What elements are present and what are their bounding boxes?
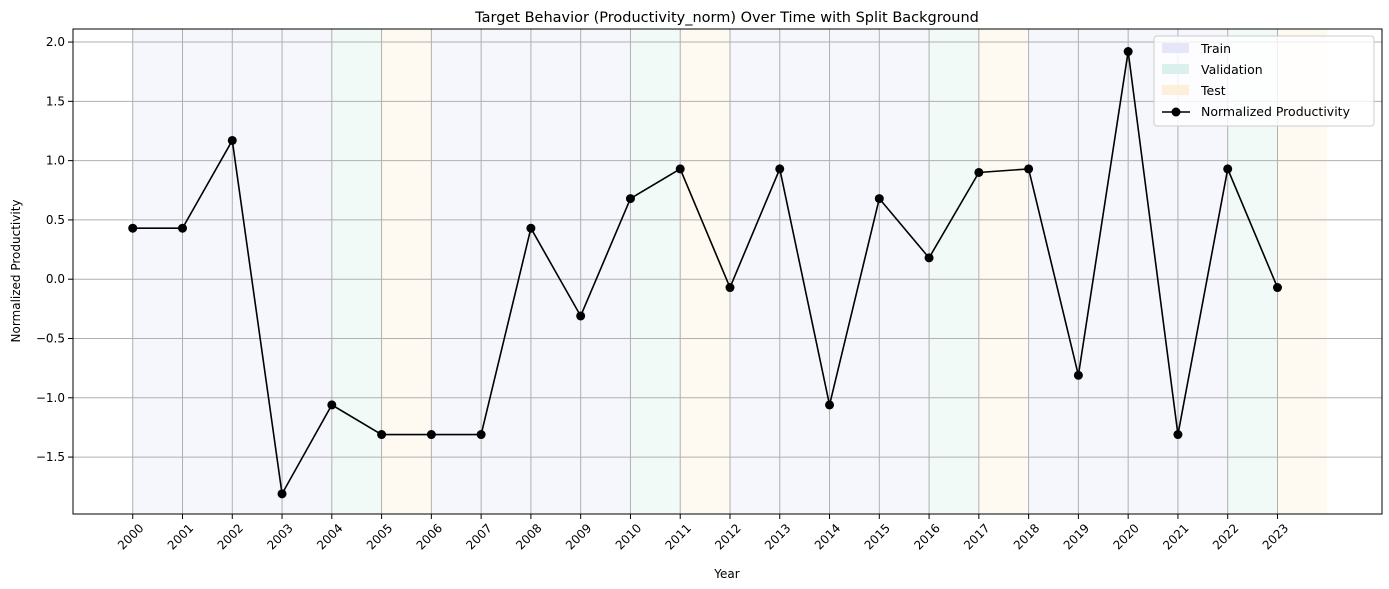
data-point-2019 bbox=[1073, 370, 1083, 380]
data-point-2008 bbox=[526, 223, 536, 233]
y-tick-label-2: 1.0 bbox=[46, 154, 65, 168]
y-axis-title: Normalized Productivity bbox=[9, 199, 23, 342]
data-point-2012 bbox=[725, 283, 735, 293]
data-point-2013 bbox=[775, 164, 785, 174]
legend-swatch-validation bbox=[1162, 64, 1189, 74]
split-band-validation-2 bbox=[929, 29, 979, 514]
data-point-2003 bbox=[277, 489, 287, 499]
data-point-2004 bbox=[327, 400, 337, 410]
y-tick-label-0: 2.0 bbox=[46, 35, 65, 49]
data-point-2000 bbox=[128, 223, 138, 233]
x-axis-title: Year bbox=[713, 567, 739, 581]
y-tick-label-4: 0.0 bbox=[46, 272, 65, 286]
data-point-2023 bbox=[1272, 283, 1282, 293]
split-band-validation-0 bbox=[331, 29, 382, 514]
legend-swatch-train bbox=[1162, 43, 1189, 53]
data-point-2021 bbox=[1173, 430, 1183, 440]
legend-label-train: Train bbox=[1200, 41, 1231, 56]
data-point-2011 bbox=[675, 164, 685, 174]
data-point-2009 bbox=[576, 311, 586, 321]
data-point-2015 bbox=[874, 194, 884, 204]
legend-label-validation: Validation bbox=[1201, 62, 1263, 77]
series-line bbox=[132, 51, 1279, 497]
legend-swatch-test bbox=[1162, 85, 1189, 95]
legend-label-test: Test bbox=[1200, 83, 1226, 98]
split-band-test-2 bbox=[978, 29, 1029, 514]
legend: Train Validation Test Normalized Product… bbox=[1153, 35, 1375, 127]
plot-area-frame bbox=[72, 28, 1383, 515]
data-point-2001 bbox=[177, 223, 187, 233]
data-point-2005 bbox=[377, 430, 387, 440]
data-point-2018 bbox=[1024, 164, 1034, 174]
y-tick-label-3: 0.5 bbox=[46, 213, 65, 227]
data-point-2022 bbox=[1223, 164, 1233, 174]
data-point-2006 bbox=[426, 430, 436, 440]
legend-marker-sample bbox=[1171, 107, 1181, 117]
y-tick-label-6: −1.0 bbox=[36, 391, 65, 405]
y-axis-ticks: 2.0 1.5 1.0 0.5 0.0 −0.5 −1.0 −1.5 bbox=[36, 35, 73, 464]
data-point-2016 bbox=[924, 253, 934, 263]
legend-box bbox=[1153, 35, 1375, 127]
split-band-test-0 bbox=[381, 29, 432, 514]
series-normalized-productivity bbox=[128, 47, 1282, 499]
split-band-test-1 bbox=[680, 29, 730, 514]
legend-label-series: Normalized Productivity bbox=[1201, 104, 1351, 119]
data-point-2010 bbox=[625, 194, 635, 204]
split-band-validation-1 bbox=[630, 29, 681, 514]
data-point-2007 bbox=[476, 430, 486, 440]
data-point-2002 bbox=[227, 135, 237, 145]
data-point-2020 bbox=[1123, 47, 1133, 57]
y-tick-label-1: 1.5 bbox=[46, 94, 65, 108]
y-tick-label-5: −0.5 bbox=[36, 331, 65, 345]
data-point-2014 bbox=[825, 400, 835, 410]
y-tick-label-7: −1.5 bbox=[36, 450, 65, 464]
data-point-2017 bbox=[974, 167, 984, 177]
chart-title: Target Behavior (Productivity_norm) Over… bbox=[474, 10, 979, 26]
